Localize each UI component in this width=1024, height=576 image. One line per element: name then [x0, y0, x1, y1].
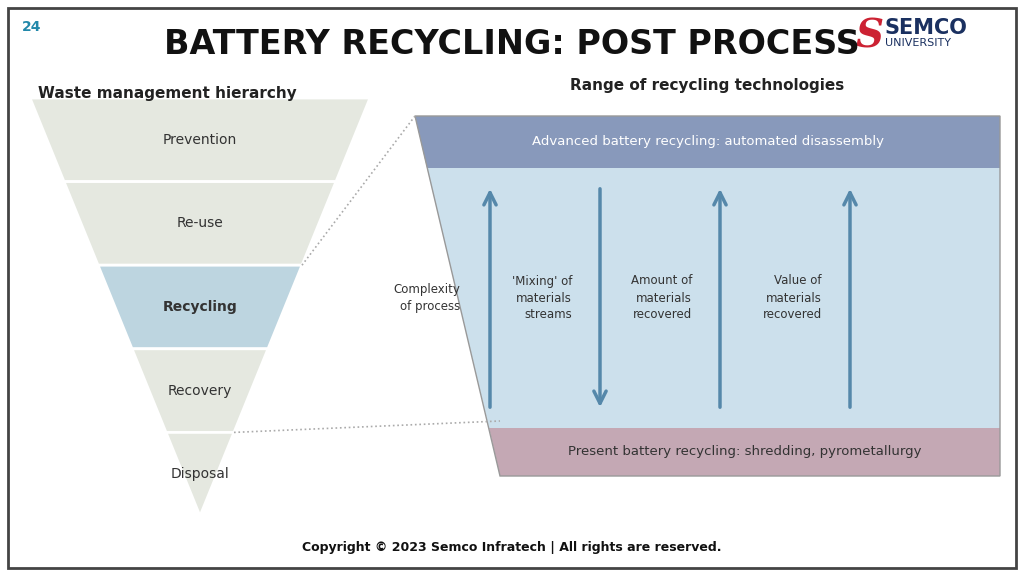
Text: Recovery: Recovery: [168, 384, 232, 397]
Text: Amount of
materials
recovered: Amount of materials recovered: [631, 275, 692, 321]
Polygon shape: [415, 116, 1000, 168]
Text: Present battery recycling: shredding, pyrometallurgy: Present battery recycling: shredding, py…: [567, 445, 921, 458]
Text: Prevention: Prevention: [163, 133, 238, 147]
Polygon shape: [132, 349, 268, 433]
Text: 24: 24: [22, 20, 42, 34]
Polygon shape: [427, 168, 1000, 428]
Text: S: S: [856, 18, 884, 56]
Text: SEMCO: SEMCO: [885, 18, 968, 38]
Text: Advanced battery recycling: automated disassembly: Advanced battery recycling: automated di…: [531, 135, 884, 149]
Text: Complexity
of process: Complexity of process: [393, 283, 460, 313]
Text: Value of
materials
recovered: Value of materials recovered: [763, 275, 822, 321]
Text: BATTERY RECYCLING: POST PROCESS: BATTERY RECYCLING: POST PROCESS: [164, 28, 860, 61]
Polygon shape: [98, 265, 302, 349]
Text: Disposal: Disposal: [171, 467, 229, 481]
Text: Recycling: Recycling: [163, 300, 238, 314]
Text: Waste management hierarchy: Waste management hierarchy: [38, 86, 297, 101]
Text: UNIVERSITY: UNIVERSITY: [885, 38, 951, 48]
Text: Range of recycling technologies: Range of recycling technologies: [570, 78, 845, 93]
Polygon shape: [65, 181, 336, 265]
Text: Re-use: Re-use: [176, 217, 223, 230]
Text: 'Mixing' of
materials
streams: 'Mixing' of materials streams: [512, 275, 572, 321]
Polygon shape: [30, 98, 370, 181]
Polygon shape: [488, 428, 1000, 476]
Text: Copyright © 2023 Semco Infratech | All rights are reserved.: Copyright © 2023 Semco Infratech | All r…: [302, 541, 722, 554]
Polygon shape: [166, 433, 234, 516]
